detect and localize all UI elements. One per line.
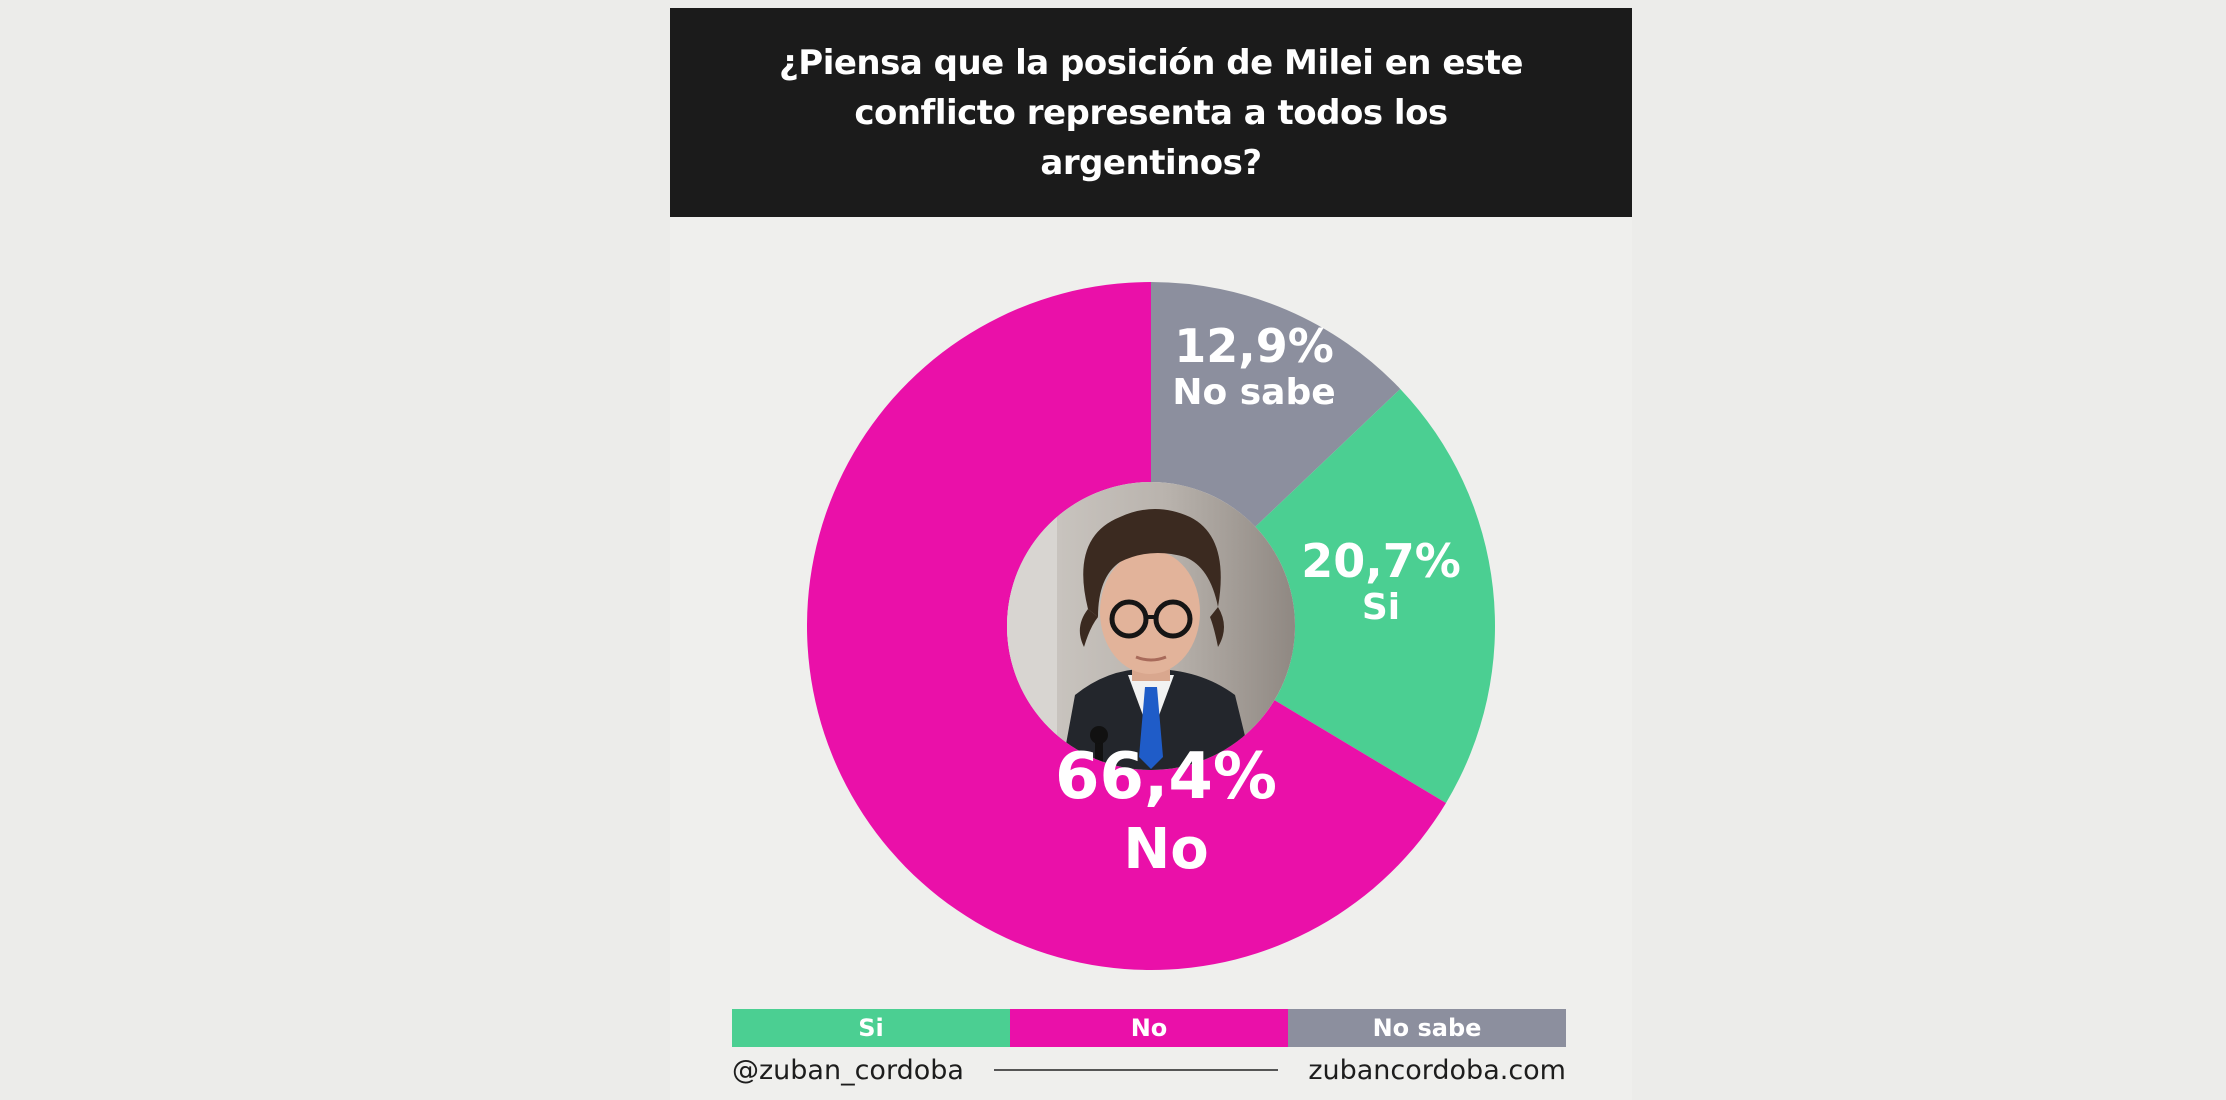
category-label-no: No <box>1123 817 1208 882</box>
value-label-si: 20,7% <box>1301 534 1461 588</box>
legend-item-si: Si <box>732 1009 1010 1047</box>
legend: Si No No sabe <box>732 1009 1566 1047</box>
poll-card: ¿Piensa que la posición de Milei en este… <box>670 8 1632 1100</box>
legend-item-no: No <box>1010 1009 1288 1047</box>
value-label-no-sabe: 12,9% <box>1174 319 1334 373</box>
chart-title: ¿Piensa que la posición de Milei en este… <box>779 42 1523 183</box>
slice-no <box>807 282 1446 970</box>
footer-divider <box>993 1069 1279 1071</box>
website-url: zubancordoba.com <box>1308 1054 1566 1086</box>
value-label-no: 66,4% <box>1055 740 1277 814</box>
category-label-no-sabe: No sabe <box>1172 372 1335 413</box>
donut-chart-area: 12,9% No sabe 20,7% Si 66,4% No <box>670 217 1632 997</box>
social-handle: @zuban_cordoba <box>732 1054 964 1086</box>
slice-si <box>1255 388 1495 803</box>
portrait-photo <box>1007 482 1295 770</box>
slice-no-sabe <box>1151 282 1401 527</box>
title-banner: ¿Piensa que la posición de Milei en este… <box>670 8 1632 217</box>
category-label-si: Si <box>1362 587 1400 628</box>
donut-chart: 12,9%No sabe 20,7%Si 66,4%No <box>807 282 1495 970</box>
footer: @zuban_cordoba zubancordoba.com <box>732 1050 1566 1090</box>
legend-item-no-sabe: No sabe <box>1288 1009 1566 1047</box>
